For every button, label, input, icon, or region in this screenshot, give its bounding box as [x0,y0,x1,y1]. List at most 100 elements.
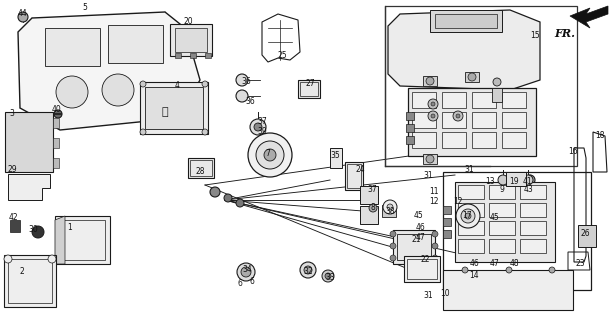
Bar [397,234,431,260]
Circle shape [390,243,396,249]
Bar [4,255,56,307]
Bar [458,185,484,199]
Text: 37: 37 [367,186,377,195]
Circle shape [468,73,476,81]
Bar [443,206,451,214]
Bar [458,203,484,217]
Bar [10,220,20,232]
Circle shape [525,175,535,185]
Circle shape [325,273,331,279]
Text: FR.: FR. [554,28,575,39]
Text: 23: 23 [575,260,585,268]
Text: 3: 3 [10,108,15,117]
Circle shape [387,204,393,210]
Bar [520,185,546,199]
Circle shape [256,141,284,169]
Circle shape [431,102,435,106]
Circle shape [237,263,255,281]
Bar [506,172,526,186]
Circle shape [426,77,434,85]
Text: 34: 34 [242,266,252,275]
Circle shape [456,204,480,228]
Bar [520,221,546,235]
Bar [520,239,546,253]
Bar [393,230,435,264]
Bar [60,220,105,260]
Bar [472,132,496,148]
Text: 8: 8 [371,203,375,212]
Bar [360,186,378,204]
Text: 43: 43 [523,185,533,194]
Text: 41: 41 [522,178,532,187]
Bar [175,28,207,52]
Text: 4: 4 [175,81,180,90]
Bar [443,172,591,290]
Circle shape [383,200,397,214]
Text: 45: 45 [489,213,499,222]
Circle shape [322,270,334,282]
Bar [360,206,378,224]
Text: 30: 30 [28,226,38,235]
Circle shape [432,243,438,249]
Polygon shape [570,6,608,28]
Text: 46: 46 [469,260,479,268]
Bar [489,221,515,235]
Text: 18: 18 [595,132,605,140]
Circle shape [498,175,508,185]
Bar [55,216,110,264]
Text: 31: 31 [423,292,433,300]
Bar [489,185,515,199]
Circle shape [264,149,276,161]
Circle shape [506,267,512,273]
Polygon shape [8,174,50,200]
Bar [330,148,342,168]
Text: 36: 36 [245,97,255,106]
Circle shape [453,111,463,121]
Circle shape [210,187,220,197]
Polygon shape [18,12,200,130]
Text: :  [161,107,168,117]
Circle shape [140,81,146,87]
Text: 14: 14 [469,271,479,281]
Bar [472,92,496,108]
Circle shape [300,262,316,278]
Text: 47: 47 [489,260,499,268]
Bar [578,225,596,247]
Text: 16: 16 [568,147,578,156]
Circle shape [140,129,146,135]
Circle shape [432,255,438,261]
Bar [408,88,536,156]
Circle shape [390,231,396,237]
Bar [5,112,53,172]
Circle shape [54,110,62,118]
Circle shape [369,204,377,212]
Bar [423,154,437,164]
Bar [465,72,479,82]
Bar [489,239,515,253]
Bar [406,136,414,144]
Circle shape [250,119,266,135]
Circle shape [456,114,460,118]
Bar [520,203,546,217]
Bar [404,256,440,282]
Bar [412,112,436,128]
Bar [455,182,555,262]
Bar [423,76,437,86]
Circle shape [461,209,475,223]
Text: 44: 44 [17,10,27,19]
Bar [347,164,361,188]
Bar [190,53,196,58]
Bar [492,88,502,102]
Bar [435,14,497,28]
Bar [406,112,414,120]
Circle shape [431,114,435,118]
Circle shape [523,175,533,185]
Circle shape [254,123,262,131]
Circle shape [549,267,555,273]
Text: 13: 13 [485,178,495,187]
Text: 46: 46 [415,222,425,231]
Bar [188,158,214,178]
Text: 25: 25 [277,51,287,60]
Circle shape [236,90,248,102]
Circle shape [428,111,438,121]
